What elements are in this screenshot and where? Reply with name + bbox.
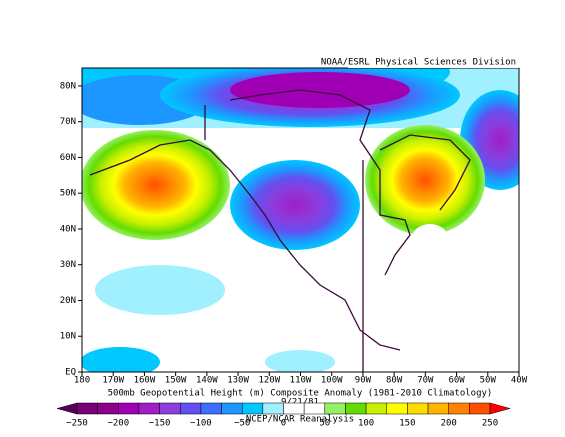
colorbar-bin (427, 402, 449, 415)
lon-label: 180 (74, 376, 90, 386)
colorbar-bin (448, 402, 470, 415)
lat-label: 20N (60, 296, 76, 306)
lat-label: 70N (60, 117, 76, 127)
colorbar-label: 0 (281, 419, 286, 429)
lon-label: 60W (448, 376, 465, 386)
colorbar-bin (159, 402, 181, 415)
lon-label: 90W (355, 376, 372, 386)
colorbar-label: 150 (399, 419, 415, 429)
colorbar-bin (283, 402, 305, 415)
colorbar-label: −200 (107, 419, 129, 429)
credit: NOAA/ESRL Physical Sciences Division (321, 58, 516, 68)
lon-label: 70W (417, 376, 434, 386)
lat-label: 60N (60, 153, 76, 163)
title: 500mb Geopotential Height (m) Composite … (108, 389, 493, 399)
lon-label: 110W (290, 376, 312, 386)
lat-label: 30N (60, 260, 76, 270)
colorbar-label: −150 (149, 419, 171, 429)
colorbar-bin (97, 402, 119, 415)
colorbar-label: 100 (358, 419, 374, 429)
colorbar-bin (180, 402, 202, 415)
colorbar-label: −50 (234, 419, 250, 429)
colorbar-bin (262, 402, 284, 415)
source: NCEP/NCAR Reanalysis (246, 415, 354, 425)
colorbar-label: −100 (190, 419, 212, 429)
lon-label: 150W (165, 376, 187, 386)
lat-label: 80N (60, 81, 76, 91)
colorbar-label: 50 (319, 419, 330, 429)
colorbar-bin (76, 402, 98, 415)
colorbar-bin (407, 402, 429, 415)
lon-label: 40W (511, 376, 528, 386)
lat-label: EQ (65, 368, 76, 378)
anomaly-field (82, 68, 519, 372)
lat-label: 40N (60, 224, 76, 234)
colorbar-bin (345, 402, 367, 415)
colorbar-bin (118, 402, 140, 415)
colorbar-label: 250 (482, 419, 498, 429)
colorbar-label: −250 (66, 419, 88, 429)
colorbar-bin (241, 402, 264, 415)
colorbar-bin (386, 402, 408, 415)
lon-label: 140W (196, 376, 218, 386)
colorbar: −250 −200 −150 −100 −50 0 50 100 150 200 250 (56, 402, 511, 429)
lon-label: 80W (386, 376, 403, 386)
colorbar-arrow (489, 402, 511, 415)
lon-label: 120W (258, 376, 280, 386)
colorbar-bin (365, 402, 388, 415)
lon-label: 100W (321, 376, 343, 386)
lon-label: 50W (480, 376, 497, 386)
axes: EQ 10N 20N 30N 40N 50N 60N 70N 80N 180 170W 160W 150… (60, 81, 528, 385)
lon-label: 170W (102, 376, 124, 386)
colorbar-bin (303, 402, 326, 415)
colorbar-bin (138, 402, 160, 415)
colorbar-bin (324, 402, 346, 415)
colorbar-bin (200, 402, 222, 415)
credit-box (348, 55, 519, 68)
colorbar-bin (221, 402, 243, 415)
colorbar-label: 200 (441, 419, 457, 429)
lat-label: 10N (60, 332, 76, 342)
lon-label: 160W (134, 376, 156, 386)
colorbar-arrow (56, 402, 78, 415)
lat-label: 50N (60, 189, 76, 199)
colorbar-bin (469, 402, 491, 415)
lon-label: 130W (227, 376, 249, 386)
date: 9/21/81 (281, 398, 319, 408)
